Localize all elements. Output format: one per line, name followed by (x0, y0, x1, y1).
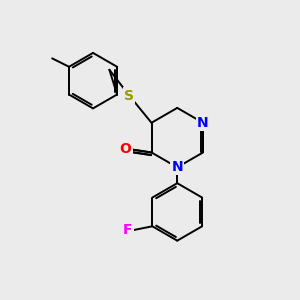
Text: F: F (123, 224, 133, 237)
Text: O: O (120, 142, 131, 156)
Text: S: S (124, 88, 134, 103)
Text: N: N (171, 160, 183, 174)
Text: N: N (197, 116, 209, 130)
